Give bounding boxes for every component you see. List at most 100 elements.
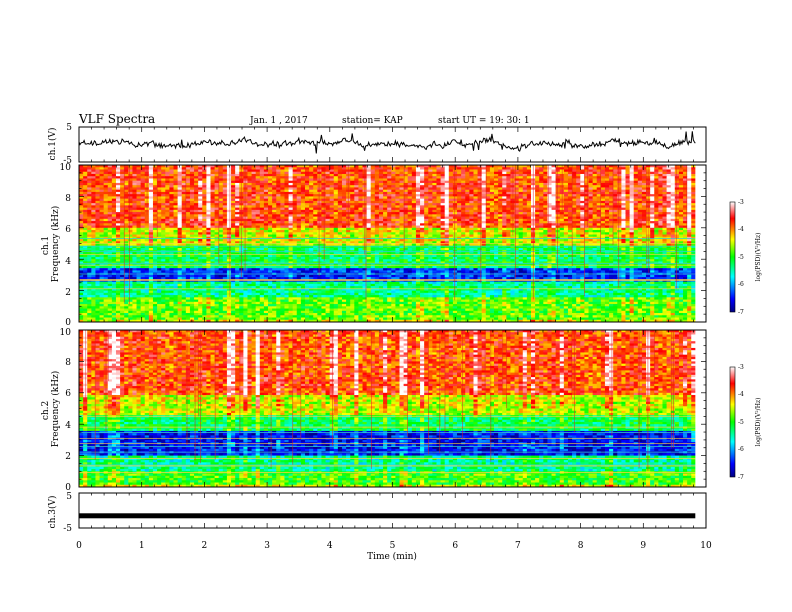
spectrogram-cell [687,200,692,204]
spectrogram-cell [218,207,224,211]
spectrogram-cell [440,196,446,200]
spectrogram-cell [584,212,589,215]
spectrogram-cell [337,232,343,235]
spectrogram-cell [276,171,281,175]
spectrogram-cell [457,169,462,173]
spectrogram-cell [547,178,552,182]
spectrogram-cell [152,194,158,197]
spectrogram-cell [177,221,183,224]
spectrogram-cell [444,200,450,204]
spectrogram-cell [650,214,655,217]
spectrogram-cell [461,198,466,202]
spectrogram-cell [128,176,133,179]
spectrogram-cell [506,221,511,224]
spectrogram-cell [407,234,413,238]
spectrogram-cell [691,207,696,211]
spectrogram-cell [95,232,100,235]
spectrogram-cell [391,180,396,184]
spectrogram-cell [415,196,421,200]
spectrogram-cell [572,180,577,184]
spectrogram-cell [666,205,672,209]
spectrogram-cell [181,191,187,195]
spectrogram-cell [637,171,643,175]
spectrogram-cell [374,214,380,217]
spectrogram-cell [280,173,285,177]
spectrogram-cell [350,223,355,226]
spectrogram-cell [231,178,236,182]
spectrogram-cell [247,227,252,231]
spectrogram-cell [309,176,314,179]
spectrogram-cell [666,196,672,200]
spectrogram-cell [91,189,96,193]
spectrogram-cell [395,187,400,191]
spectrogram-cell [333,212,339,215]
spectrogram-cell [111,209,117,213]
spectrogram-cell [251,194,257,197]
spectrogram-cell [300,176,306,179]
spectrogram-cell [226,196,232,200]
spectrogram-cell [288,196,294,200]
spectrogram-cell [189,196,195,200]
spectrogram-cell [391,230,396,233]
spectrogram-cell [584,200,589,204]
spectrogram-cell [350,194,355,197]
spectrogram-cell [276,167,281,170]
spectrogram-cell [280,176,285,179]
spectrogram-cell [309,180,314,184]
spectrogram-cell [436,230,441,233]
spectrogram-cell [617,234,622,238]
spectrogram-cell [539,223,544,226]
spectrogram-cell [366,180,372,184]
spectrogram-cell [691,209,696,213]
spectrogram-cell [83,230,88,233]
spectrogram-cell [461,227,466,231]
spectrogram-cell [641,167,647,170]
spectrogram-cell [514,225,520,229]
spectrogram-cell [424,191,429,195]
spectrogram-cell [222,230,228,233]
spectrogram-cell [222,167,228,170]
spectrogram-cell [341,171,347,175]
spectrogram-cell [189,194,195,197]
spectrogram-cell [444,232,450,235]
spectrogram-cell [103,198,109,202]
spectrogram-cell [600,218,606,222]
spectrogram-cell [535,203,540,206]
spectrogram-cell [288,212,294,215]
spectrogram-cell [337,227,343,231]
spectrogram-cell [584,189,589,193]
spectrogram-cell [683,207,688,211]
spectrogram-cell [678,221,684,224]
spectrogram-cell [280,187,285,191]
spectrogram-cell [613,216,618,220]
spectrogram-cell [280,194,285,197]
spectrogram-cell [99,173,105,177]
spectrogram-cell [226,176,232,179]
spectrogram-cell [674,232,680,235]
spectrogram-cell [539,198,544,202]
spectrogram-cell [403,230,409,233]
spectrogram-cell [588,173,594,177]
spectrogram-cell [194,176,199,179]
spectrogram-cell [296,173,302,177]
spectrogram-cell [374,182,380,186]
spectrogram-cell [535,185,540,188]
spectrogram-cell [539,167,544,170]
spectrogram-cell [206,212,211,215]
spectrogram-cell [399,227,405,231]
spectrogram-cell [124,176,129,179]
spectrogram-cell [580,232,585,235]
spectrogram-cell [658,234,663,238]
spectrogram-cell [222,216,228,220]
spectrogram-cell [140,214,146,217]
spectrogram-cell [572,171,577,175]
spectrogram-cell [613,200,618,204]
spectrogram-cell [539,165,544,168]
spectrogram-cell [292,167,298,170]
spectrogram-cell [604,200,610,204]
spectrogram-cell [469,191,474,195]
spectrogram-cell [691,189,696,193]
spectrogram-cell [403,200,409,204]
spectrogram-cell [428,207,433,211]
spectrogram-cell [526,200,532,204]
